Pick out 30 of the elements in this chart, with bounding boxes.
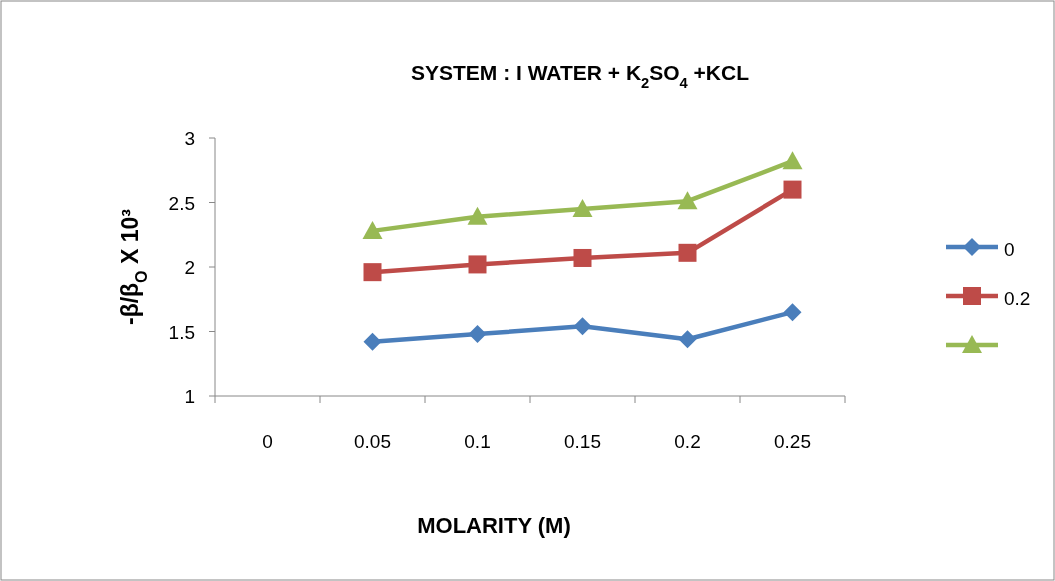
chart-title: SYSTEM : I WATER + K$_{2}$SO$_{4}$ +KCL — [411, 61, 750, 91]
y-tick-label: 2 — [184, 257, 195, 278]
y-tick-label: 1.5 — [168, 321, 195, 343]
y-tick-label: 3 — [184, 128, 195, 149]
point — [783, 180, 802, 199]
x-tick-label: 0.1 — [464, 431, 491, 452]
x-axis-title: MOLARITY (M) — [417, 513, 571, 538]
x-tick-label: 0.15 — [564, 431, 601, 452]
point — [573, 317, 592, 336]
point — [783, 303, 802, 322]
x-tick-label: 0 — [262, 431, 273, 452]
x-tick-label: 0.25 — [774, 431, 811, 452]
point — [363, 332, 382, 351]
y-tick-label: 2.5 — [168, 192, 195, 214]
y-tick-label: 1 — [184, 386, 195, 407]
point — [678, 243, 697, 262]
point — [573, 248, 592, 267]
point — [363, 263, 382, 282]
legend-label: 0 — [1004, 239, 1015, 260]
x-tick-label: 0.2 — [674, 431, 701, 452]
point — [678, 330, 697, 349]
point — [468, 325, 487, 344]
point — [468, 255, 487, 274]
point — [467, 206, 488, 225]
point — [362, 220, 383, 239]
point — [572, 198, 593, 217]
x-tick-label: 0.05 — [354, 431, 391, 452]
point — [782, 151, 803, 170]
legend-label: 0.2 — [1004, 288, 1031, 309]
point — [677, 191, 698, 210]
